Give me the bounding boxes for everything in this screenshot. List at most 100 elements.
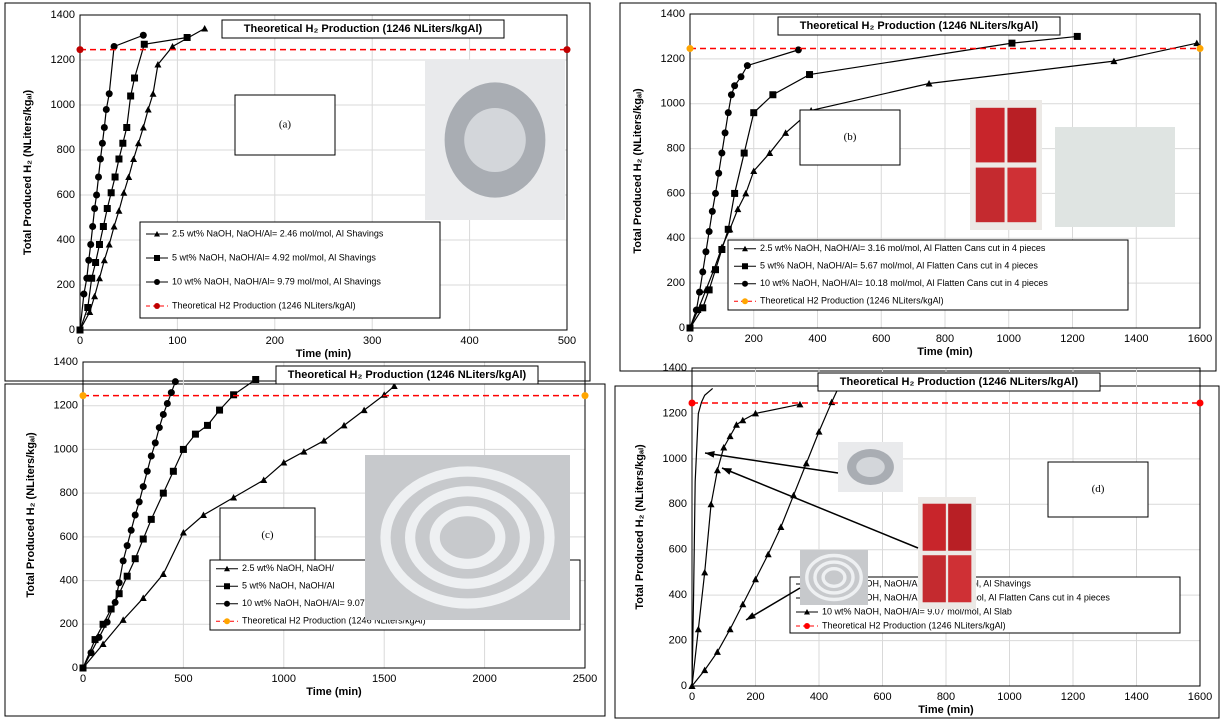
x-tick-label: 800 xyxy=(937,691,955,703)
arrow xyxy=(721,467,919,549)
marker xyxy=(89,223,97,230)
marker xyxy=(764,550,772,558)
marker xyxy=(171,378,179,386)
y-tick-label: 1000 xyxy=(54,443,78,455)
x-tick-label: 0 xyxy=(80,673,86,685)
marker xyxy=(731,189,739,197)
arrow xyxy=(704,452,839,474)
photo-content xyxy=(813,560,855,595)
annotation: Theoretical H₂ Production (1246 NLiters/… xyxy=(840,376,1079,388)
x-tick-label: 400 xyxy=(808,333,826,345)
legend-label: 2.5 wt% NaOH, NaOH/Al= 3.16 mol/mol, Al … xyxy=(760,243,1046,253)
marker xyxy=(111,173,119,181)
y-tick-label: 1200 xyxy=(663,407,687,419)
marker xyxy=(1196,399,1204,407)
marker xyxy=(143,467,151,475)
photo-content xyxy=(856,457,885,477)
y-tick-label: 1000 xyxy=(51,99,75,111)
marker xyxy=(155,424,163,432)
legend-marker xyxy=(804,623,810,629)
y-tick-label: 0 xyxy=(679,322,685,334)
marker xyxy=(1196,45,1204,53)
legend-label: Theoretical H2 Production (1246 NLiters/… xyxy=(760,296,944,306)
marker xyxy=(119,557,127,565)
marker xyxy=(230,391,238,399)
x-tick-label: 1600 xyxy=(1188,691,1212,703)
marker xyxy=(87,241,95,248)
panel-label-box xyxy=(799,109,901,166)
marker xyxy=(563,46,571,54)
marker xyxy=(149,90,157,97)
annotation: Theoretical H₂ Production (1246 NLiters/… xyxy=(244,23,483,35)
y-tick-label: 200 xyxy=(669,634,687,646)
marker xyxy=(134,139,142,147)
x-tick-label: 1200 xyxy=(1061,691,1085,703)
y-tick-label: 1200 xyxy=(51,54,75,66)
annotation: Theoretical H₂ Production (1246 NLiters/… xyxy=(288,369,527,381)
plot-frame xyxy=(82,361,586,669)
marker xyxy=(99,223,107,230)
marker xyxy=(734,205,742,213)
marker xyxy=(144,106,152,113)
marker xyxy=(139,483,147,491)
x-tick-label: 1000 xyxy=(997,333,1021,345)
legend-marker xyxy=(742,245,748,252)
x-tick-label: 1000 xyxy=(272,673,296,685)
marker xyxy=(110,223,118,230)
annotation-box xyxy=(817,372,1101,392)
plot-frame xyxy=(79,14,568,331)
annotation-box xyxy=(275,365,539,385)
marker xyxy=(115,579,123,587)
y-tick-label: 400 xyxy=(57,234,75,246)
marker xyxy=(724,109,732,117)
y-tick-label: 400 xyxy=(60,574,78,586)
legend-box xyxy=(139,221,441,319)
marker xyxy=(742,189,750,197)
legend-box xyxy=(727,239,1129,311)
legend-marker xyxy=(224,600,230,607)
marker xyxy=(750,167,758,174)
marker xyxy=(76,326,84,334)
marker xyxy=(92,259,100,266)
marker xyxy=(131,74,139,82)
x-tick-label: 400 xyxy=(810,691,828,703)
marker xyxy=(167,389,175,397)
marker xyxy=(705,228,713,236)
marker xyxy=(95,633,103,641)
marker xyxy=(694,625,702,633)
marker xyxy=(806,71,814,79)
marker xyxy=(1193,39,1201,47)
marker xyxy=(740,149,748,157)
marker xyxy=(127,526,135,534)
marker xyxy=(688,682,696,689)
series-line xyxy=(79,36,188,331)
marker xyxy=(111,598,119,606)
marker xyxy=(201,25,209,32)
x-tick-label: 1000 xyxy=(997,691,1021,703)
plot-frame xyxy=(691,367,1201,687)
marker xyxy=(686,324,694,332)
marker xyxy=(105,241,113,248)
legend-label: 10 wt% NaOH, NaOH/Al= 9.07 mol/mol, Al S… xyxy=(242,598,432,608)
marker xyxy=(115,155,123,163)
marker xyxy=(280,459,288,466)
marker xyxy=(390,382,398,390)
arrow xyxy=(745,587,801,621)
marker xyxy=(91,292,99,300)
legend-label: Theoretical H2 Production (1246 NLiters/… xyxy=(822,620,1006,630)
legend-marker xyxy=(804,609,810,615)
marker xyxy=(794,46,802,54)
marker xyxy=(159,410,167,418)
marker xyxy=(107,189,115,197)
marker xyxy=(123,124,131,131)
marker xyxy=(216,406,224,414)
marker xyxy=(91,205,99,212)
marker xyxy=(139,594,147,602)
series-line xyxy=(691,387,714,687)
marker xyxy=(119,616,127,623)
marker xyxy=(110,43,118,50)
photo-content xyxy=(948,503,972,551)
marker xyxy=(702,248,710,256)
marker xyxy=(131,555,139,563)
x-tick-label: 500 xyxy=(558,335,576,347)
